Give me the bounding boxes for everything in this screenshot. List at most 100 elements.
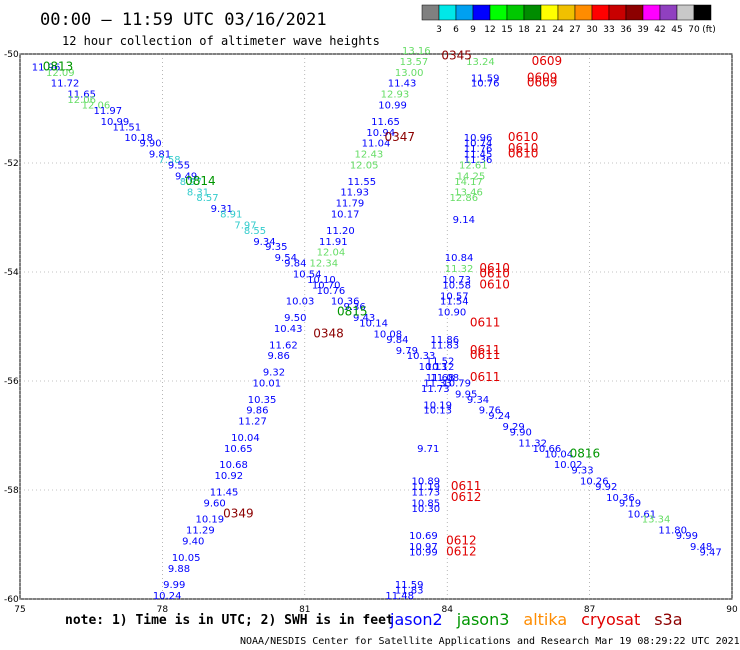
swh-value: 14.17 (454, 177, 483, 188)
swh-value: 11.33 (423, 378, 452, 389)
swh-value: 11.45 (210, 487, 239, 498)
swh-value: 10.70 (312, 280, 341, 291)
swh-value: 9.34 (253, 237, 275, 248)
swh-value: 13.34 (642, 515, 671, 526)
swh-value: 10.68 (219, 460, 248, 471)
swh-value: 11.73 (412, 487, 441, 498)
swh-value: 9.99 (163, 580, 185, 591)
swh-value: 10.99 (409, 547, 438, 558)
swh-value: 9.24 (488, 411, 510, 422)
time-label: 0610 (508, 147, 539, 161)
swh-value: 11.72 (51, 79, 80, 90)
swh-value: 10.24 (153, 591, 182, 602)
swh-value: 10.97 (409, 542, 438, 553)
swh-value: 10.89 (412, 477, 441, 488)
legend-altika: altika (523, 610, 567, 629)
time-label: 0816 (570, 446, 601, 460)
colorbar-swatch (642, 4, 661, 21)
swh-value: 11.32 (445, 264, 474, 275)
swh-value: 10.13 (423, 406, 452, 417)
time-label: 0610 (479, 266, 510, 280)
legend-jason3: jason3 (456, 610, 510, 629)
swh-value: 10.26 (580, 477, 609, 488)
swh-value: 9.32 (263, 368, 285, 379)
swh-value: 11.91 (319, 237, 348, 248)
swh-value: 11.79 (336, 199, 365, 210)
swh-value: 10.43 (274, 324, 303, 335)
legend-note: note: 1) Time is in UTC; 2) SWH is in fe… (65, 613, 394, 628)
colorbar-label: 18 (518, 25, 530, 35)
x-tick-label: 90 (726, 605, 738, 615)
swh-value: 8.55 (244, 226, 266, 237)
swh-value: 10.74 (464, 139, 493, 150)
time-label: 0611 (470, 316, 501, 330)
swh-value: 13.24 (466, 57, 495, 68)
swh-value: 9.40 (182, 537, 204, 548)
swh-value: 10.04 (231, 433, 260, 444)
colorbar-swatch (472, 4, 491, 21)
swh-value: 11.73 (421, 384, 450, 395)
x-tick-label: 81 (299, 605, 310, 615)
swh-value: 12.09 (46, 68, 75, 79)
swh-value: 10.90 (438, 308, 467, 319)
swh-value: 9.86 (268, 351, 290, 362)
swh-value: 10.99 (378, 101, 407, 112)
colorbar-label: 39 (637, 25, 649, 35)
colorbar-unit: (ft) (702, 25, 716, 35)
swh-value: 11.54 (440, 297, 469, 308)
swh-value: 9.48 (690, 542, 712, 553)
swh-value: 10.58 (442, 280, 471, 291)
swh-value: 11.55 (347, 177, 376, 188)
time-label: 0610 (479, 261, 510, 275)
swh-value: 12.05 (350, 160, 379, 171)
grid-lines (19, 53, 733, 600)
swh-value: 10.12 (426, 362, 455, 373)
swh-value: 10.76 (317, 286, 346, 297)
footer-credit: NOAA/NESDIS Center for Satellite Applica… (240, 636, 740, 647)
colorbar-label: 42 (654, 25, 665, 35)
colorbar-swatch (455, 4, 474, 21)
swh-value: 11.86 (431, 335, 460, 346)
swh-value: 10.66 (533, 444, 562, 455)
swh-value: 9.76 (479, 406, 501, 417)
swh-value: 9.90 (139, 139, 161, 150)
swh-value: 10.13 (419, 362, 448, 373)
time-label: 0347 (384, 130, 415, 144)
swh-value: 9.55 (168, 160, 190, 171)
time-label: 0611 (470, 343, 501, 357)
swh-value: 10.17 (331, 210, 360, 221)
swh-value: 11.65 (371, 117, 400, 128)
swh-value: 10.69 (409, 531, 438, 542)
swh-value: 11.80 (658, 526, 687, 537)
colorbar-swatch (540, 4, 559, 21)
swh-value: 12.61 (459, 160, 488, 171)
swh-value: 9.81 (149, 150, 171, 161)
swh-value: 12.06 (82, 101, 111, 112)
swh-value: 9.90 (510, 428, 532, 439)
colorbar-label: 9 (470, 25, 476, 35)
colorbar-label: 27 (569, 25, 580, 35)
colorbar-label: 21 (535, 25, 546, 35)
swh-value: 9.49 (175, 171, 197, 182)
colorbar-label: 6 (453, 25, 459, 35)
swh-value: 9.29 (503, 422, 525, 433)
swh-value: 10.35 (248, 395, 277, 406)
time-label: 0612 (446, 534, 477, 548)
time-label: 0610 (479, 277, 510, 291)
swh-value: 11.08 (431, 373, 460, 384)
swh-value: 11.52 (426, 357, 455, 368)
time-label: 0348 (313, 326, 344, 340)
swh-value: 13.16 (402, 46, 431, 57)
swh-value: 10.10 (307, 275, 336, 286)
swh-value: 9.35 (265, 242, 287, 253)
colorbar-label: 45 (671, 25, 682, 35)
swh-value: 10.19 (196, 515, 225, 526)
time-label: 0813 (43, 59, 74, 73)
swh-value: 11.51 (112, 122, 141, 133)
swh-value: 11.62 (269, 340, 298, 351)
swh-value: 11.27 (238, 417, 267, 428)
time-labels: 0813081408150816034503470348034906090609… (43, 48, 600, 558)
legend-cryosat: cryosat (581, 610, 640, 629)
time-label: 0611 (451, 479, 482, 493)
